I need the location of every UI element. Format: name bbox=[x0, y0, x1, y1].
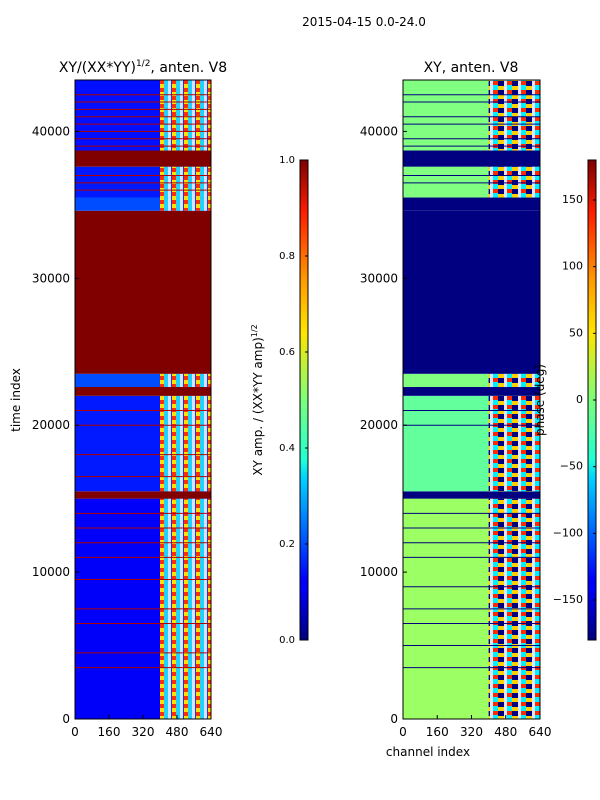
heatmap-band-texture bbox=[160, 80, 211, 151]
x-tick-label: 160 bbox=[426, 725, 449, 739]
colorbar-1-ticks: 0.0 0.2 0.4 0.6 0.8 1.0 bbox=[279, 155, 308, 646]
panel-1-heatmap bbox=[75, 80, 211, 719]
heatmap-band-texture bbox=[160, 395, 211, 492]
colorbar-tick-label: 0.4 bbox=[279, 443, 295, 454]
colorbar-tick-label: 100 bbox=[562, 260, 583, 273]
colorbar-tick-label: −50 bbox=[560, 460, 583, 473]
panel-1-ylabel: time index bbox=[9, 368, 23, 432]
colorbar-tick-label: 0.6 bbox=[279, 347, 295, 358]
y-tick-label: 30000 bbox=[32, 271, 70, 285]
colorbar-2-label: phase (deg) bbox=[533, 364, 547, 436]
panel-1-y-ticks: 0 10000 20000 30000 40000 bbox=[32, 124, 79, 726]
panel-2-xlabel: channel index bbox=[386, 745, 470, 759]
x-tick-label: 640 bbox=[200, 725, 223, 739]
colorbar-tick-label: 50 bbox=[569, 326, 583, 339]
colorbar-1-gradient bbox=[299, 159, 309, 641]
x-tick-label: 0 bbox=[399, 725, 407, 739]
heatmap-band bbox=[403, 210, 540, 374]
colorbar-tick-label: −150 bbox=[553, 593, 583, 606]
heatmap-band-texture bbox=[160, 166, 211, 198]
y-tick-label: 0 bbox=[390, 712, 398, 726]
y-tick-label: 40000 bbox=[32, 124, 70, 138]
y-tick-label: 30000 bbox=[360, 271, 398, 285]
panel-2-y-ticks: 0 10000 20000 30000 40000 bbox=[360, 124, 407, 726]
panel-2-x-ticks: 0 160 320 480 640 bbox=[399, 715, 551, 739]
heatmap-band-texture bbox=[488, 373, 540, 388]
heatmap-band bbox=[75, 150, 211, 167]
x-tick-label: 640 bbox=[529, 725, 552, 739]
heatmap-band bbox=[75, 210, 211, 374]
suptitle: 2015-04-15 0.0-24.0 bbox=[302, 15, 426, 29]
panel-1-x-ticks: 0 160 320 480 640 bbox=[71, 715, 222, 739]
y-tick-label: 10000 bbox=[360, 565, 398, 579]
colorbar-2: −150 −100 −50 0 50 100 150 phase (deg) bbox=[533, 159, 597, 641]
x-tick-label: 160 bbox=[98, 725, 121, 739]
y-tick-label: 10000 bbox=[32, 565, 70, 579]
colorbar-1-label: XY amp. / (XX*YY amp)1/2 bbox=[250, 324, 265, 475]
panel-2-title: XY, anten. V8 bbox=[424, 60, 519, 76]
heatmap-band-texture bbox=[160, 373, 211, 388]
panel-xy-phase: XY, anten. V8 0 160 320 480 640 0 10000 20000 3… bbox=[360, 60, 552, 759]
heatmap-band bbox=[403, 197, 540, 211]
colorbar-1: 0.0 0.2 0.4 0.6 0.8 1.0 XY amp. / (XX*YY amp)… bbox=[250, 155, 309, 646]
y-tick-label: 20000 bbox=[32, 418, 70, 432]
colorbar-tick-label: 0 bbox=[576, 393, 583, 406]
panel-1-title: XY/(XX*YY)1/2, anten. V8 bbox=[59, 59, 227, 76]
heatmap-band bbox=[403, 491, 540, 499]
colorbar-2-ticks: −150 −100 −50 0 50 100 150 bbox=[553, 193, 596, 606]
x-tick-label: 320 bbox=[460, 725, 483, 739]
x-tick-label: 0 bbox=[71, 725, 79, 739]
panel-2-heatmap bbox=[403, 80, 540, 719]
heatmap-band-texture bbox=[488, 395, 540, 492]
x-tick-label: 480 bbox=[166, 725, 189, 739]
colorbar-tick-label: 0.8 bbox=[279, 251, 295, 262]
heatmap-band bbox=[75, 387, 211, 396]
y-tick-label: 40000 bbox=[360, 124, 398, 138]
colorbar-tick-label: 0.0 bbox=[279, 635, 295, 646]
colorbar-tick-label: 0.2 bbox=[279, 539, 295, 550]
x-tick-label: 480 bbox=[494, 725, 517, 739]
heatmap-band-texture bbox=[488, 80, 540, 151]
panel-amplitude-ratio: XY/(XX*YY)1/2, anten. V8 0 160 320 480 640 0… bbox=[9, 59, 227, 739]
heatmap-band-texture bbox=[488, 166, 540, 198]
y-tick-label: 20000 bbox=[360, 418, 398, 432]
heatmap-band bbox=[403, 387, 540, 396]
colorbar-tick-label: 150 bbox=[562, 193, 583, 206]
heatmap-band-texture bbox=[160, 197, 211, 211]
y-tick-label: 0 bbox=[62, 712, 70, 726]
heatmap-band bbox=[403, 150, 540, 167]
x-tick-label: 320 bbox=[132, 725, 155, 739]
colorbar-tick-label: −100 bbox=[553, 526, 583, 539]
colorbar-tick-label: 1.0 bbox=[279, 155, 295, 166]
heatmap-band bbox=[75, 491, 211, 499]
